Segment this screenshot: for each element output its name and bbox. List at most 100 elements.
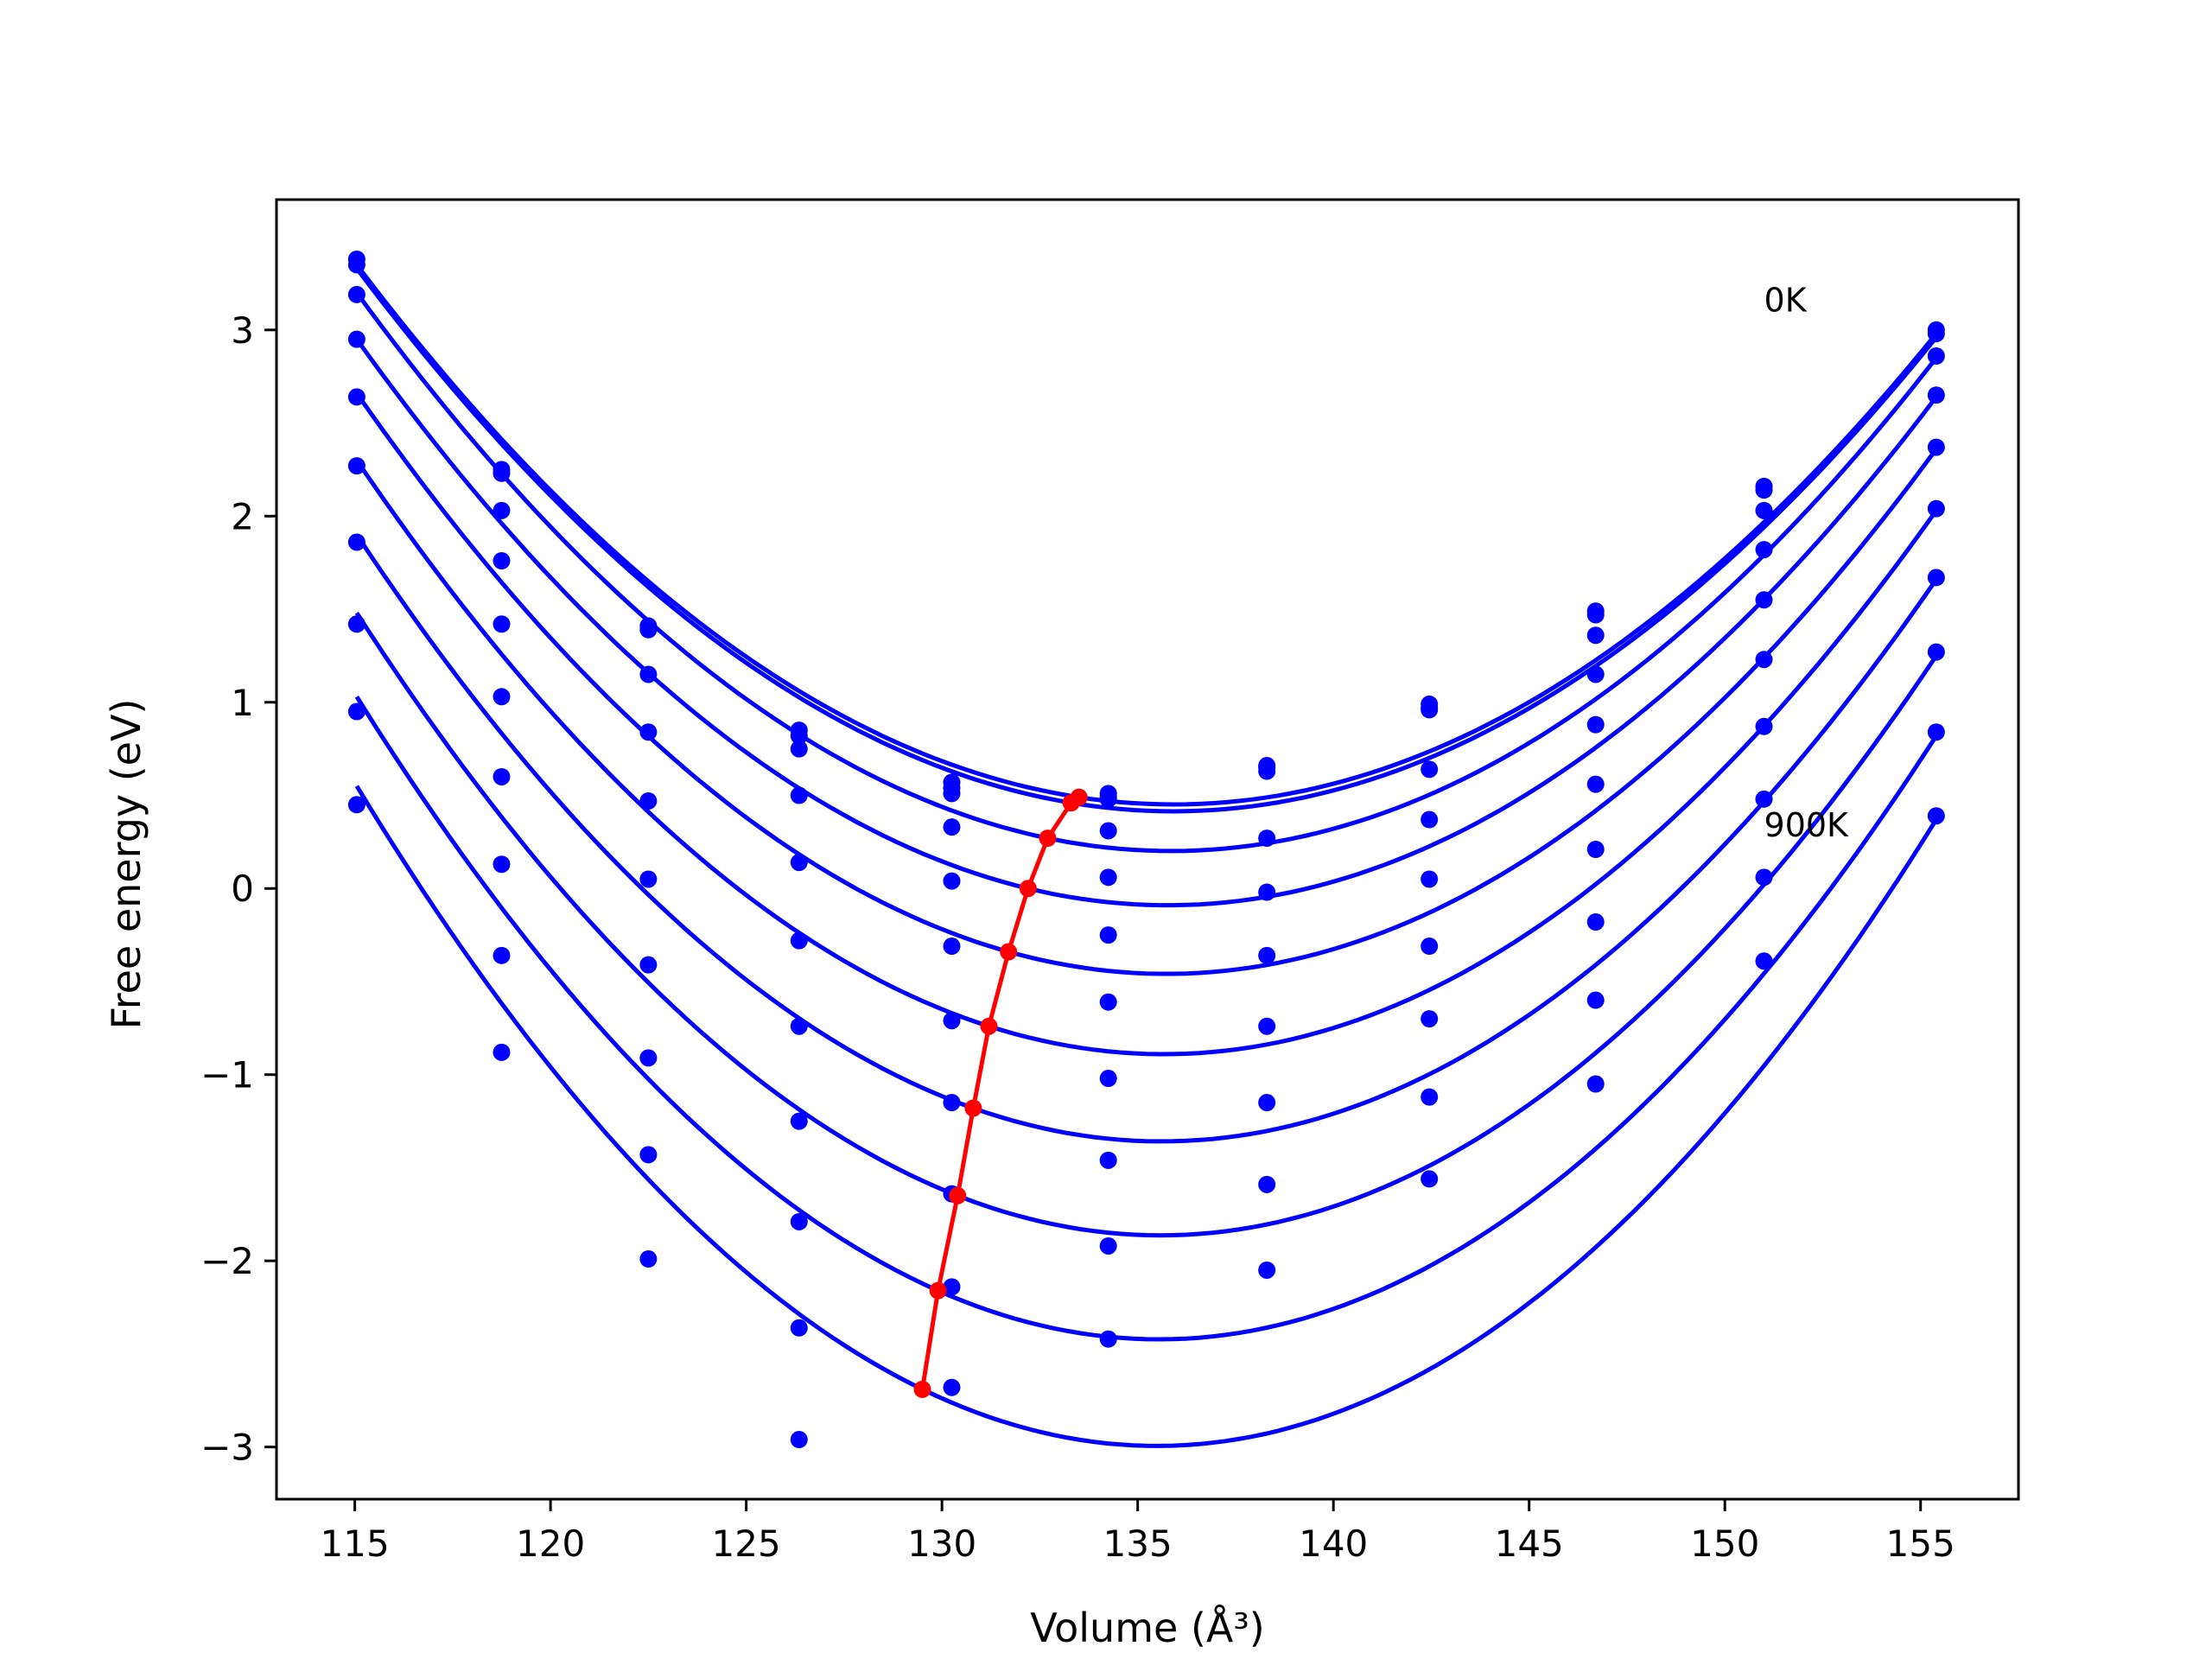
data-point-2-7 [1421, 701, 1439, 719]
data-point-5-0 [347, 457, 365, 475]
annotation-900k: 900K [1764, 806, 1850, 844]
data-point-3-8 [1586, 665, 1605, 683]
data-point-9-1 [493, 1043, 511, 1061]
data-point-2-4 [943, 785, 961, 803]
fit-curve-2 [354, 291, 1938, 854]
minima-point-4 [1000, 943, 1018, 961]
data-point-8-8 [1586, 991, 1605, 1009]
data-point-7-5 [1099, 1070, 1117, 1088]
x-axis-label: Volume (Å³) [1030, 1605, 1265, 1651]
data-point-4-5 [1099, 868, 1117, 887]
x-tick-label-115: 115 [321, 1522, 390, 1565]
data-point-9-10 [1927, 807, 1945, 825]
data-point-5-8 [1586, 775, 1605, 793]
data-point-3-7 [1421, 760, 1439, 779]
data-point-7-10 [1927, 643, 1945, 661]
data-point-3-9 [1755, 541, 1773, 559]
data-point-1-8 [1586, 606, 1605, 624]
data-point-10-5 [1099, 1330, 1117, 1348]
minima-point-8 [929, 1281, 947, 1300]
data-point-8-1 [493, 946, 511, 964]
data-point-9-2 [639, 1250, 658, 1268]
data-point-8-0 [347, 702, 365, 721]
data-point-7-4 [943, 1094, 961, 1112]
data-point-4-10 [1927, 438, 1945, 456]
y-tick-label--2: −2 [200, 1240, 254, 1282]
data-point-4-9 [1755, 591, 1773, 609]
data-point-2-9 [1755, 501, 1773, 519]
data-point-9-7 [1421, 1170, 1439, 1188]
minima-point-2 [1039, 830, 1057, 848]
data-point-9-4 [943, 1278, 961, 1296]
minima-point-9 [913, 1380, 931, 1398]
x-tick-label-145: 145 [1495, 1522, 1564, 1565]
data-point-5-2 [639, 870, 658, 888]
data-point-7-9 [1755, 790, 1773, 808]
data-point-8-2 [639, 1146, 658, 1164]
data-point-4-6 [1258, 883, 1276, 901]
data-point-6-5 [1099, 993, 1117, 1011]
data-point-7-0 [347, 615, 365, 633]
data-point-9-3 [790, 1319, 808, 1337]
y-tick-label--3: −3 [200, 1427, 254, 1469]
fit-curve-3 [354, 338, 1938, 908]
data-point-7-3 [790, 1112, 808, 1130]
minima-point-6 [964, 1099, 982, 1117]
data-point-5-9 [1755, 651, 1773, 669]
fit-curve-1 [354, 267, 1938, 814]
data-point-5-3 [790, 931, 808, 950]
data-point-9-6 [1258, 1261, 1276, 1279]
minima-point-7 [949, 1186, 967, 1205]
data-point-3-4 [943, 818, 961, 836]
fit-curve-7 [354, 611, 1938, 1238]
data-point-6-10 [1927, 569, 1945, 587]
y-tick-label-3: 3 [231, 309, 254, 352]
x-tick-label-130: 130 [907, 1522, 976, 1565]
y-tick-label-1: 1 [231, 682, 254, 724]
data-point-5-1 [493, 688, 511, 706]
data-point-9-8 [1586, 1075, 1605, 1093]
data-point-5-7 [1421, 870, 1439, 888]
fit-curve-0 [354, 263, 1938, 807]
x-tick-label-140: 140 [1299, 1522, 1368, 1565]
data-point-6-4 [943, 1012, 961, 1030]
minima-point-5 [980, 1017, 998, 1035]
data-point-5-5 [1099, 926, 1117, 944]
data-point-6-6 [1258, 1017, 1276, 1035]
data-point-8-5 [1099, 1151, 1117, 1169]
data-point-9-5 [1099, 1236, 1117, 1255]
data-point-9-9 [1755, 952, 1773, 970]
minima-line [920, 795, 1081, 1390]
x-tick-label-135: 135 [1103, 1522, 1173, 1565]
plot-area [347, 250, 1945, 1449]
data-point-7-6 [1258, 1094, 1276, 1112]
data-point-8-6 [1258, 1175, 1276, 1193]
data-point-3-3 [790, 786, 808, 804]
data-point-2-8 [1586, 626, 1605, 645]
data-point-7-7 [1421, 1010, 1439, 1028]
x-tick-label-150: 150 [1690, 1522, 1759, 1565]
data-point-6-8 [1586, 841, 1605, 858]
data-point-7-8 [1586, 913, 1605, 931]
data-point-4-3 [790, 854, 808, 872]
x-tick-label-125: 125 [712, 1522, 781, 1565]
data-point-3-10 [1927, 386, 1945, 404]
data-point-3-5 [1099, 822, 1117, 840]
data-point-8-9 [1755, 868, 1773, 887]
data-point-8-3 [790, 1212, 808, 1230]
data-point-6-0 [347, 533, 365, 551]
y-tick-label-0: 0 [231, 868, 254, 910]
data-point-9-0 [347, 796, 365, 814]
data-point-4-1 [493, 615, 511, 633]
minima-point-3 [1019, 880, 1037, 898]
axes-frame [275, 198, 2020, 1501]
annotation-0k: 0K [1764, 281, 1808, 319]
x-tick-label-120: 120 [516, 1522, 585, 1565]
data-point-4-8 [1586, 715, 1605, 734]
data-point-2-0 [347, 285, 365, 303]
data-point-5-4 [943, 938, 961, 956]
data-point-6-1 [493, 767, 511, 785]
data-point-6-7 [1421, 938, 1439, 956]
data-point-2-10 [1927, 346, 1945, 365]
x-axis: 115 120 125 130 135 140 145 150 155 [321, 1499, 1955, 1565]
